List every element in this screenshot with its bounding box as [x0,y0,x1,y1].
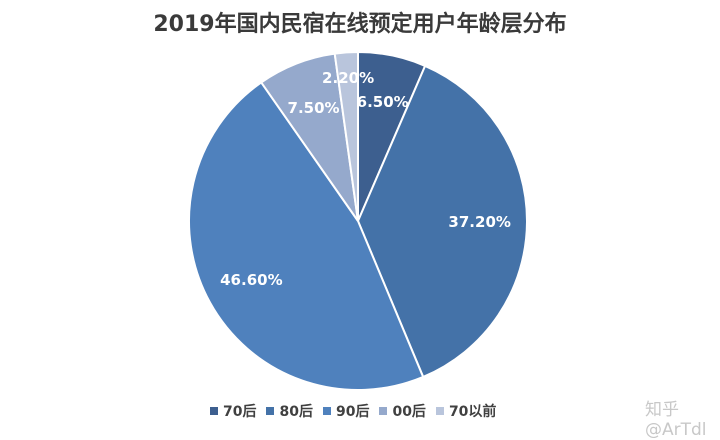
legend-item-70hou: 70后 [210,401,256,421]
slice-label: 7.50% [287,98,340,117]
watermark: 知乎 @ArTdl [645,400,707,440]
legend-swatch [210,407,218,415]
slice-label: 6.50% [356,92,409,111]
legend-item-70yiqian: 70以前 [435,401,496,421]
legend-swatch [266,407,275,415]
legend: 70后 80后 90后 00后 70以前 [210,401,496,421]
legend-swatch [322,407,331,415]
chart-title: 2019年国内民宿在线预定用户年龄层分布 [153,12,567,37]
legend-swatch [379,407,388,415]
slice-label: 37.20% [448,212,511,231]
pie-slice-4 [333,50,359,222]
pie-slice-2 [188,81,425,391]
legend-item-00hou: 00后 [379,401,426,421]
legend-item-90hou: 90后 [322,401,369,421]
legend-item-80hou: 80后 [266,401,313,421]
slice-label: 2.20% [322,68,375,87]
slice-label: 46.60% [220,270,283,289]
legend-swatch [435,407,444,415]
pie-slice-1 [356,64,528,379]
